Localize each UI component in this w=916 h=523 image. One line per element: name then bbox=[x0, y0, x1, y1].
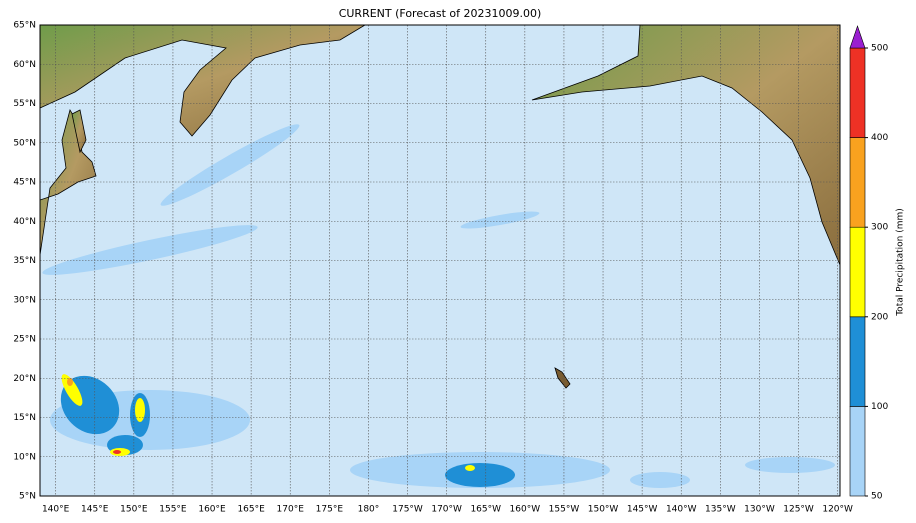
lat-tick-label: 30°N bbox=[13, 295, 36, 305]
lon-tick-label: 165°E bbox=[237, 505, 265, 515]
lon-tick-label: 165°W bbox=[470, 505, 501, 515]
lon-tick-label: 145°E bbox=[81, 505, 109, 515]
lon-tick-label: 140°W bbox=[666, 505, 697, 515]
lat-tick-label: 45°N bbox=[13, 178, 36, 188]
lon-tick-label: 155°E bbox=[159, 505, 187, 515]
colorbar-segment bbox=[849, 137, 866, 228]
lat-tick-label: 35°N bbox=[13, 256, 36, 266]
colorbar-segment bbox=[849, 316, 866, 407]
lat-tick-label: 60°N bbox=[13, 60, 36, 70]
lon-tick-label: 125°W bbox=[783, 505, 814, 515]
lon-tick-label: 170°W bbox=[431, 505, 462, 515]
colorbar-segment bbox=[849, 226, 866, 318]
map-area bbox=[39, 24, 841, 497]
lon-tick-label: 170°E bbox=[277, 505, 305, 515]
lat-tick-label: 65°N bbox=[13, 21, 36, 31]
lon-tick-label: 175°W bbox=[392, 505, 423, 515]
colorbar-tick-label: 200 bbox=[871, 312, 888, 322]
colorbar-tick-label: 300 bbox=[871, 223, 888, 233]
precipitation bbox=[42, 124, 835, 488]
colorbar-segment bbox=[849, 47, 866, 138]
lat-tick-label: 50°N bbox=[13, 138, 36, 148]
colorbar-extend bbox=[849, 25, 866, 49]
colorbar-label: Total Precipitation (mm) bbox=[896, 208, 906, 317]
lon-tick-label: 160°W bbox=[510, 505, 541, 515]
lon-tick-label: 155°W bbox=[549, 505, 580, 515]
land bbox=[39, 24, 841, 389]
map-frame bbox=[39, 24, 841, 497]
lat-tick-label: 55°N bbox=[13, 99, 36, 109]
colorbar-tick-label: 50 bbox=[871, 492, 883, 502]
lat-tick-label: 20°N bbox=[13, 374, 36, 384]
lon-tick-label: 175°E bbox=[316, 505, 344, 515]
colorbar-segment bbox=[849, 406, 866, 497]
lon-tick-label: 135°W bbox=[705, 505, 736, 515]
colorbar-tick-label: 400 bbox=[871, 133, 888, 143]
colorbar: 50 100 200 300 400 500 bbox=[849, 25, 888, 502]
colorbar-tick-label: 500 bbox=[871, 44, 888, 54]
lon-tick-label: 160°E bbox=[198, 505, 226, 515]
lon-tick-label: 150°E bbox=[120, 505, 148, 515]
lat-tick-label: 25°N bbox=[13, 335, 36, 345]
lon-tick-label: 140°E bbox=[42, 505, 70, 515]
lat-tick-label: 40°N bbox=[13, 217, 36, 227]
lon-tick-label: 150°W bbox=[588, 505, 619, 515]
lon-tick-label: 180° bbox=[358, 505, 380, 515]
lon-tick-label: 145°W bbox=[627, 505, 658, 515]
lat-tick-label: 15°N bbox=[13, 413, 36, 423]
map-title: CURRENT (Forecast of 20231009.00) bbox=[339, 7, 542, 20]
lat-tick-label: 10°N bbox=[13, 452, 36, 462]
colorbar-tick-label: 100 bbox=[871, 402, 888, 412]
lon-tick-label: 130°W bbox=[744, 505, 775, 515]
lon-tick-label: 120°W bbox=[822, 505, 853, 515]
lat-tick-label: 5°N bbox=[19, 492, 36, 502]
